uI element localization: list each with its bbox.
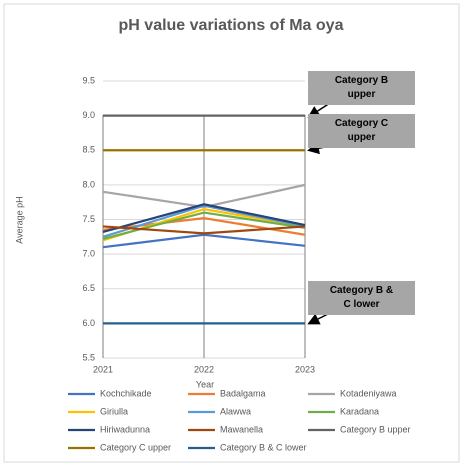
y-tick-label: 5.5 xyxy=(82,352,95,362)
y-tick-label: 6.0 xyxy=(82,318,95,328)
annotation: Category B & C lower xyxy=(308,281,415,315)
y-axis-label: Average pH xyxy=(14,196,24,243)
line-series xyxy=(102,233,306,249)
legend-label: Category B & C lower xyxy=(220,442,307,452)
line-series xyxy=(102,225,306,235)
legend-label: Karadana xyxy=(340,406,379,416)
x-tick-label: 2023 xyxy=(295,364,315,374)
legend-label: Badalgama xyxy=(220,388,266,398)
x-tick-label: 2022 xyxy=(194,364,214,374)
legend-label: Alawwa xyxy=(220,406,251,416)
annotation-arrow xyxy=(307,102,331,118)
y-tick-label: 9.0 xyxy=(82,110,95,120)
chart-title: pH value variations of Ma oya xyxy=(119,17,344,34)
legend-label: Category C upper xyxy=(100,442,171,452)
line-series xyxy=(102,203,306,234)
x-tick-label: 2021 xyxy=(93,364,113,374)
legend-label: Giriulla xyxy=(100,406,128,416)
legend-label: Kochchikade xyxy=(100,388,152,398)
y-tick-label: 8.0 xyxy=(82,179,95,189)
legend-label: Hiriwadunna xyxy=(100,424,150,434)
annotation: Category C upper xyxy=(308,114,415,148)
x-axis-label: Year xyxy=(196,379,214,389)
line-series xyxy=(102,183,306,209)
legend-label: Mawanella xyxy=(220,424,263,434)
y-tick-label: 6.5 xyxy=(82,283,95,293)
y-tick-label: 7.5 xyxy=(82,214,95,224)
line-series xyxy=(102,211,306,240)
y-tick-label: 9.5 xyxy=(82,75,95,85)
legend-label: Kotadeniyawa xyxy=(340,388,397,398)
y-tick-label: 8.5 xyxy=(82,145,95,155)
y-tick-label: 7.0 xyxy=(82,249,95,259)
line-series xyxy=(102,204,306,238)
legend-label: Category B upper xyxy=(340,424,411,434)
annotation: Category B upper xyxy=(308,71,415,105)
